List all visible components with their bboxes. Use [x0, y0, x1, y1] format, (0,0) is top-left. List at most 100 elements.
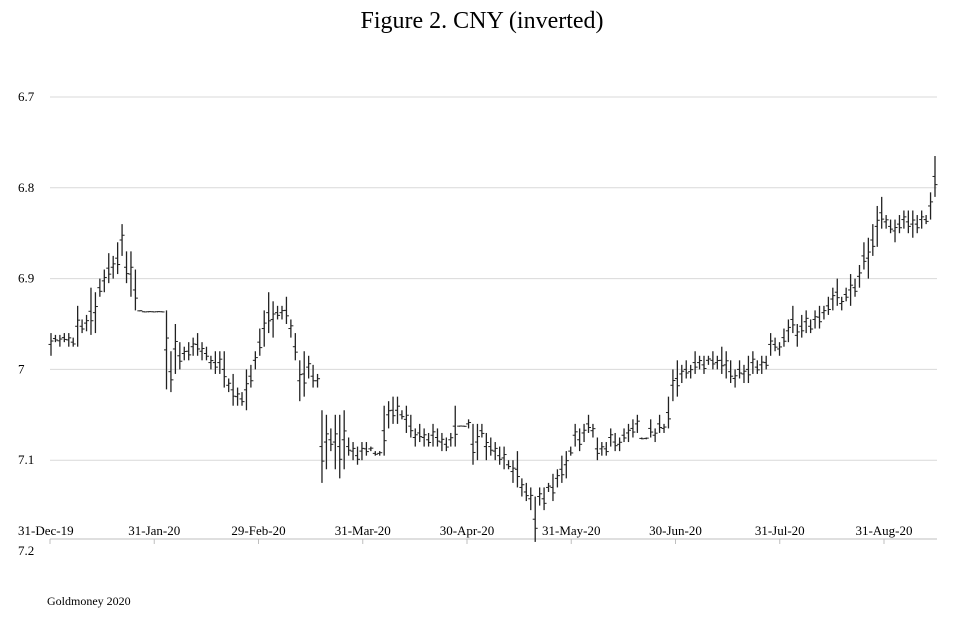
- ohlc-bar: [563, 451, 569, 479]
- ohlc-bar: [697, 355, 703, 370]
- ohlc-bar: [212, 351, 218, 374]
- ohlc-bar: [394, 396, 400, 424]
- ohlc-bar: [812, 310, 818, 329]
- ohlc-bar: [683, 360, 689, 379]
- x-tick-label: 31-Jan-20: [128, 523, 180, 538]
- ohlc-bar: [470, 423, 476, 465]
- ohlc-bar: [630, 419, 636, 438]
- ohlc-bar: [52, 334, 58, 343]
- ohlc-bar: [794, 324, 800, 347]
- ohlc-bar: [292, 333, 298, 361]
- ohlc-bar: [417, 423, 423, 443]
- ohlc-bar: [603, 442, 609, 456]
- ohlc-bar: [572, 423, 578, 447]
- ohlc-bar: [208, 355, 214, 370]
- x-tick-label: 29-Feb-20: [231, 523, 285, 538]
- ohlc-bar: [239, 392, 245, 406]
- ohlc-bars: [48, 156, 938, 542]
- ohlc-bar: [110, 255, 116, 279]
- ohlc-bar: [528, 487, 534, 511]
- ohlc-bar: [732, 369, 738, 388]
- ohlc-bar: [705, 355, 711, 365]
- ohlc-bar: [612, 432, 618, 452]
- ohlc-bar: [879, 196, 885, 229]
- source-note: Goldmoney 2020: [47, 594, 131, 608]
- ohlc-bar: [834, 278, 840, 306]
- ohlc-bar: [79, 319, 85, 334]
- ohlc-bar: [497, 446, 503, 465]
- ohlc-bar: [861, 242, 867, 270]
- ohlc-bar: [132, 269, 138, 311]
- y-tick-label: 6.7: [18, 89, 35, 104]
- ohlc-bar: [754, 360, 760, 374]
- ohlc-bar: [261, 310, 267, 347]
- ohlc-bar: [150, 311, 156, 313]
- ohlc-bar: [688, 364, 694, 379]
- x-tick-label: 31-Jul-20: [755, 523, 805, 538]
- y-tick-label: 7.2: [18, 543, 34, 558]
- ohlc-bar: [896, 215, 902, 234]
- ohlc-bar: [368, 446, 374, 452]
- ohlc-bar: [408, 414, 414, 438]
- ohlc-bar: [195, 333, 201, 356]
- ohlc-bar: [821, 305, 827, 320]
- ohlc-bar: [639, 437, 645, 440]
- ohlc-bar: [830, 287, 836, 311]
- x-tick-label: 31-Dec-19: [18, 523, 74, 538]
- x-tick-label: 31-May-20: [542, 523, 601, 538]
- ohlc-bar: [243, 369, 249, 411]
- ohlc-bar: [510, 460, 516, 483]
- ohlc-bar: [617, 437, 623, 452]
- ohlc-bar: [723, 351, 729, 379]
- ohlc-bar: [714, 355, 720, 370]
- ohlc-bar: [874, 205, 880, 247]
- ohlc-bar: [737, 360, 743, 379]
- ohlc-bar: [350, 442, 356, 461]
- ohlc-bar: [692, 351, 698, 374]
- ohlc-bar: [70, 337, 76, 347]
- ohlc-bar: [643, 437, 649, 440]
- ohlc-bar: [541, 487, 547, 511]
- ohlc-bar: [710, 351, 716, 370]
- ohlc-bar: [501, 446, 507, 470]
- ohlc-bar: [648, 419, 654, 438]
- ohlc-bar: [172, 324, 178, 374]
- ohlc-bar: [674, 360, 680, 397]
- ohlc-bar: [777, 342, 783, 356]
- ohlc-bar: [741, 364, 747, 384]
- ohlc-bar: [546, 482, 552, 492]
- ohlc-bar: [901, 210, 907, 229]
- ohlc-bar: [230, 373, 236, 406]
- x-tick-label: 31-Aug-20: [855, 523, 912, 538]
- ohlc-bar: [128, 251, 134, 297]
- ohlc-bar: [719, 346, 725, 374]
- ohlc-bar: [581, 423, 587, 443]
- ohlc-bar: [97, 278, 103, 297]
- x-axis: 31-Dec-19 31-Jan-20 29-Feb-20 31-Mar-20 30-A…: [18, 523, 937, 544]
- ohlc-bar: [283, 296, 289, 324]
- ohlc-bar: [532, 496, 538, 542]
- y-tick-label: 7: [18, 361, 25, 376]
- ohlc-bar: [852, 278, 858, 297]
- ohlc-bar: [621, 428, 627, 443]
- ohlc-bar: [474, 423, 480, 461]
- ohlc-bar: [550, 473, 556, 502]
- ohlc-bar: [652, 428, 658, 443]
- ohlc-bar: [479, 423, 485, 438]
- ohlc-bar: [843, 287, 849, 302]
- ohlc-bar: [363, 442, 369, 456]
- ohlc-bar: [288, 319, 294, 338]
- ohlc-bar: [275, 305, 281, 320]
- ohlc-bar: [226, 378, 232, 393]
- ohlc-bar: [301, 351, 307, 397]
- ohlc-bar: [203, 346, 209, 361]
- ohlc-bar: [514, 451, 520, 488]
- ohlc-bar: [137, 310, 143, 312]
- ohlc-bar: [772, 337, 778, 352]
- ohlc-bar: [115, 242, 121, 275]
- ohlc-bar: [768, 333, 774, 356]
- ohlc-bar: [346, 437, 352, 456]
- y-axis-ticks: 6.7 6.8 6.9 7 7.1 7.2: [18, 89, 35, 558]
- ohlc-bar: [181, 346, 187, 361]
- ohlc-bar: [856, 264, 862, 288]
